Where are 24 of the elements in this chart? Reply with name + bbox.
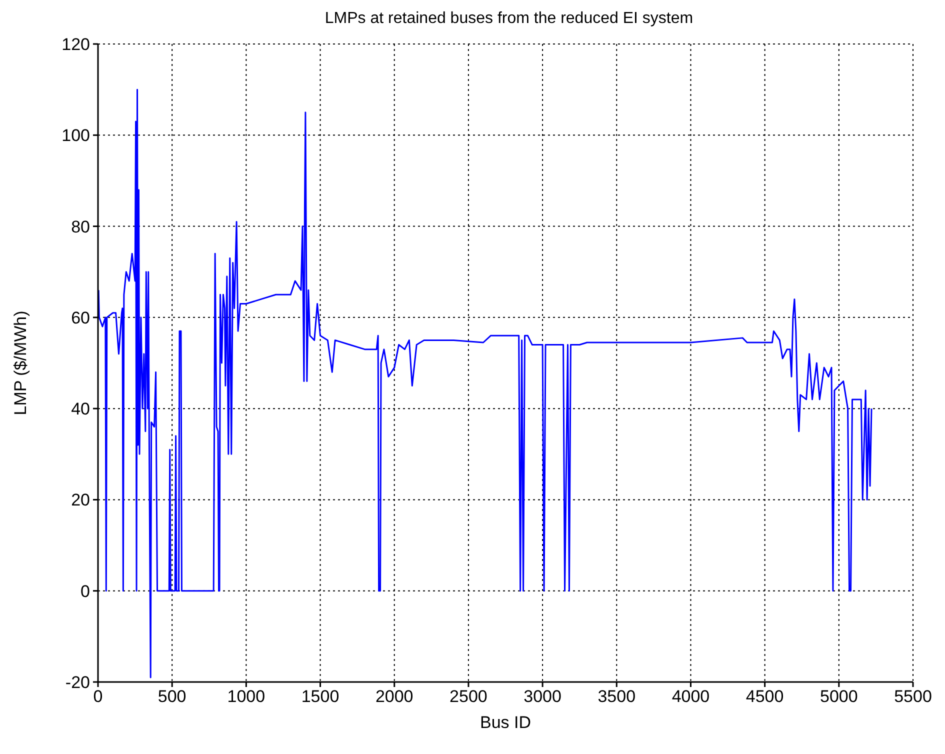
x-tick-label: 5500 [894, 687, 932, 706]
y-tick-label: 100 [62, 126, 90, 146]
y-tick-label: 20 [71, 490, 90, 510]
x-tick-label: 2500 [450, 687, 488, 706]
y-tick-label: 40 [71, 400, 90, 419]
x-tick-label: 4500 [746, 687, 784, 706]
chart-title: LMPs at retained buses from the reduced EI system [324, 10, 694, 28]
x-tick-label: 2000 [375, 687, 414, 706]
y-tick-label: 60 [71, 308, 90, 328]
x-tick-label: 5000 [820, 687, 858, 706]
x-tick-label: 3000 [524, 687, 562, 706]
x-tick-label: 4000 [672, 687, 710, 706]
y-tick-label: 80 [71, 217, 90, 236]
x-tick-label: 3500 [598, 687, 636, 706]
y-tick-label: -20 [65, 673, 90, 692]
x-tick-label: 1500 [301, 687, 340, 706]
line-series [98, 88, 872, 678]
x-axis-title: Bus ID [480, 713, 532, 732]
x-tick-label: 0 [93, 687, 103, 706]
y-axis-title: LMP ($/MWh) [11, 310, 30, 416]
x-tick-label: 500 [158, 687, 186, 706]
y-tick-label: 120 [62, 35, 90, 54]
y-tick-label: 0 [80, 582, 90, 601]
x-tick-label: 1000 [227, 687, 266, 706]
